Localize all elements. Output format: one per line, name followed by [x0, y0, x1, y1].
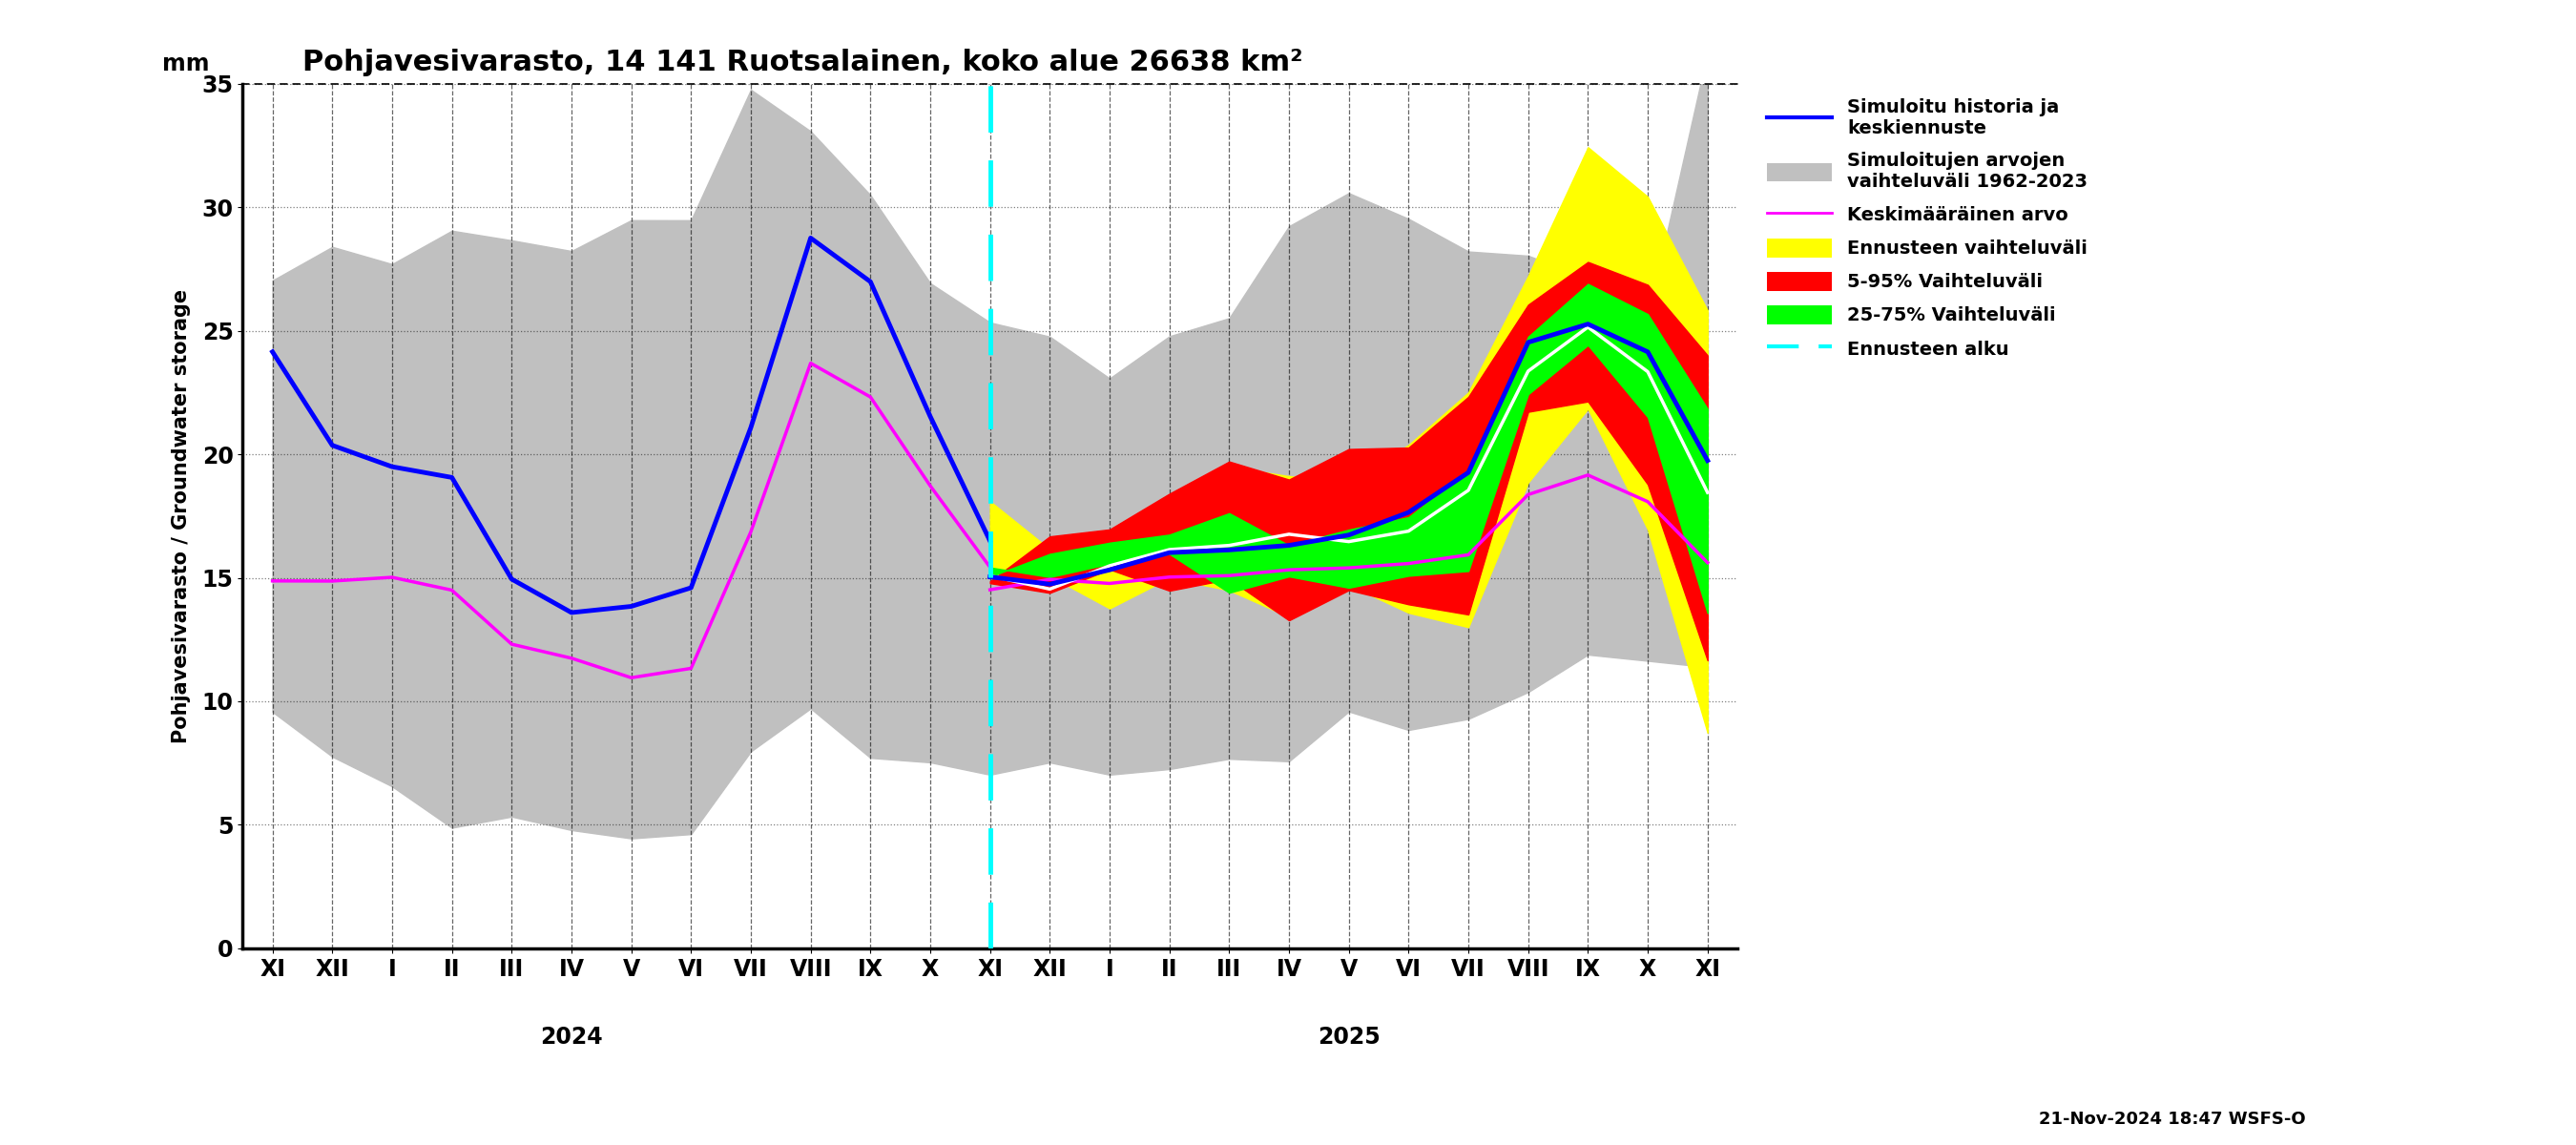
Legend: Simuloitu historia ja
keskiennuste, Simuloitujen arvojen
vaihteluväli 1962-2023,: Simuloitu historia ja keskiennuste, Simu…	[1762, 93, 2092, 364]
Text: 2025: 2025	[1316, 1026, 1381, 1049]
Text: 2024: 2024	[541, 1026, 603, 1049]
Y-axis label: Pohjavesivarasto / Groundwater storage: Pohjavesivarasto / Groundwater storage	[173, 289, 191, 743]
Text: mm: mm	[162, 53, 209, 76]
Text: Pohjavesivarasto, 14 141 Ruotsalainen, koko alue 26638 km²: Pohjavesivarasto, 14 141 Ruotsalainen, k…	[301, 48, 1303, 77]
Text: 21-Nov-2024 18:47 WSFS-O: 21-Nov-2024 18:47 WSFS-O	[2038, 1111, 2306, 1128]
